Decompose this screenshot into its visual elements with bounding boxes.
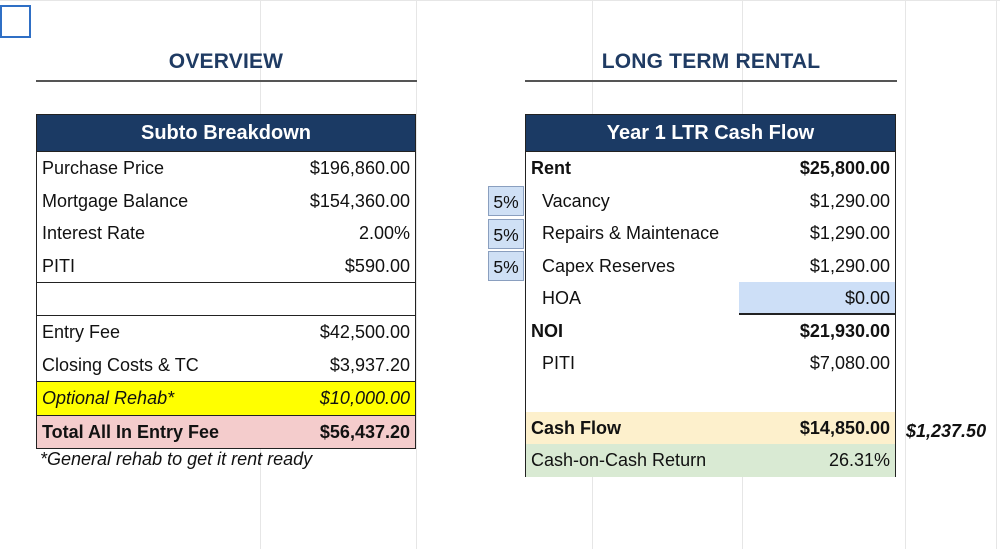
row-value: $196,860.00	[309, 158, 410, 178]
row-value: $21,930.00	[799, 320, 890, 341]
repairs-row[interactable]: Repairs & Maintenace $1,290.00	[526, 217, 895, 250]
subto-breakdown-header: Subto Breakdown	[37, 115, 415, 152]
row-value: $42,500.00	[319, 322, 410, 342]
hoa-underline	[739, 313, 895, 315]
row-label: Total All In Entry Fee	[42, 421, 220, 442]
ltr-title-rule	[525, 80, 897, 82]
table-row[interactable]: Closing Costs & TC $3,937.20	[37, 349, 415, 382]
row-value: $10,000.00	[319, 388, 410, 408]
table-row[interactable]: Purchase Price $196,860.00	[37, 152, 415, 185]
ltr-cash-flow-table: Year 1 LTR Cash Flow Rent $25,800.00 Vac…	[525, 114, 896, 477]
row-value: $56,437.20	[319, 421, 410, 442]
row-label: HOA	[542, 288, 582, 308]
table-row[interactable]: Entry Fee $42,500.00	[37, 315, 415, 349]
cash-on-cash-row[interactable]: Cash-on-Cash Return 26.31%	[526, 444, 895, 477]
subto-breakdown-table: Subto Breakdown Purchase Price $196,860.…	[36, 114, 416, 449]
hoa-row[interactable]: HOA $0.00	[526, 282, 895, 315]
column-gridline	[416, 0, 417, 549]
row-label: Repairs & Maintenace	[542, 223, 720, 243]
table-row[interactable]: PITI $590.00	[37, 250, 415, 283]
ltr-cash-flow-header: Year 1 LTR Cash Flow	[526, 115, 895, 152]
row-value: $3,937.20	[329, 354, 410, 375]
column-gridline	[996, 0, 997, 549]
row-value: $590.00	[344, 255, 410, 276]
row-label: PITI	[42, 255, 76, 276]
table-row[interactable]: Mortgage Balance $154,360.00	[37, 185, 415, 218]
overview-title-rule	[36, 80, 417, 82]
rehab-footnote: *General rehab to get it rent ready	[40, 449, 313, 469]
selected-cell[interactable]	[0, 5, 31, 38]
rent-row[interactable]: Rent $25,800.00	[526, 152, 895, 185]
noi-row[interactable]: NOI $21,930.00	[526, 315, 895, 348]
row-value: $7,080.00	[809, 353, 890, 373]
total-entry-fee-row[interactable]: Total All In Entry Fee $56,437.20	[37, 414, 415, 448]
column-gridline	[905, 0, 906, 549]
row-label: Vacancy	[542, 190, 610, 211]
row-label: Closing Costs & TC	[42, 354, 199, 375]
repairs-percent-input[interactable]: 5%	[488, 219, 524, 249]
row-value: 26.31%	[828, 450, 890, 470]
row-label: Optional Rehab*	[42, 388, 175, 408]
cash-flow-row[interactable]: Cash Flow $14,850.00	[526, 411, 895, 444]
hoa-input[interactable]: $0.00	[739, 282, 895, 315]
vacancy-percent-input[interactable]: 5%	[488, 186, 524, 216]
table-row[interactable]: Interest Rate 2.00%	[37, 217, 415, 250]
row-value: $14,850.00	[799, 417, 890, 438]
row-value: $154,360.00	[309, 190, 410, 211]
row-label: Interest Rate	[42, 223, 146, 243]
row-value: $1,290.00	[809, 223, 890, 243]
capex-row[interactable]: Capex Reserves $1,290.00	[526, 250, 895, 283]
overview-title: OVERVIEW	[168, 50, 284, 73]
row-label: Mortgage Balance	[42, 190, 189, 211]
row-value: $25,800.00	[799, 158, 890, 178]
piti-row[interactable]: PITI $7,080.00	[526, 347, 895, 380]
row-label: Cash-on-Cash Return	[531, 450, 707, 470]
row-value: $1,290.00	[809, 255, 890, 276]
row-label: NOI	[531, 320, 564, 341]
row-label: Entry Fee	[42, 322, 121, 342]
row-label: Rent	[531, 158, 571, 178]
ltr-title: LONG TERM RENTAL	[601, 50, 821, 73]
row-label: Purchase Price	[42, 158, 165, 178]
capex-percent-input[interactable]: 5%	[488, 251, 524, 281]
row-value: $1,290.00	[809, 190, 890, 211]
monthly-cash-flow: $1,237.50	[906, 421, 987, 441]
optional-rehab-row[interactable]: Optional Rehab* $10,000.00	[37, 381, 415, 415]
row-value: 2.00%	[358, 223, 410, 243]
row-label: PITI	[542, 353, 576, 373]
blank-row[interactable]	[37, 282, 415, 315]
row-label: Capex Reserves	[542, 255, 676, 276]
sheet-top-edge	[0, 0, 1000, 1]
blank-row[interactable]	[526, 380, 895, 412]
vacancy-row[interactable]: Vacancy $1,290.00	[526, 185, 895, 218]
row-label: Cash Flow	[531, 417, 622, 438]
